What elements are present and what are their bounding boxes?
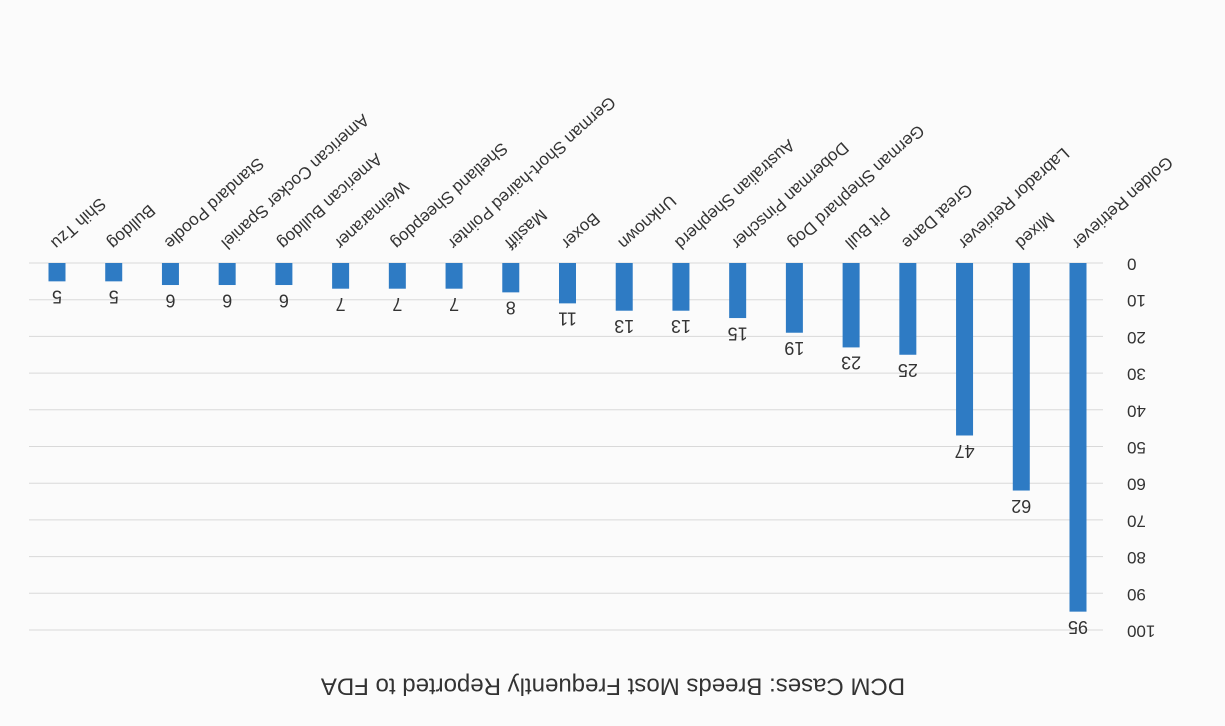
data-label: 7 [449,294,459,314]
data-label: 8 [506,298,516,318]
data-label: 62 [1011,496,1031,516]
bar [502,263,520,293]
bar [48,263,66,282]
bar [1069,263,1087,612]
data-label: 23 [841,353,861,373]
y-tick-label: 10 [1127,291,1146,310]
data-label: 7 [336,294,346,314]
data-label: 13 [614,316,634,336]
data-label: 6 [165,290,175,310]
y-tick-label: 30 [1127,365,1146,384]
data-label: 15 [728,323,748,343]
y-tick-label: 90 [1127,585,1146,604]
data-label: 5 [52,287,62,307]
data-label: 7 [392,294,402,314]
bar [105,263,123,282]
bar [729,263,747,319]
bar [445,263,463,289]
y-tick-label: 60 [1127,475,1146,494]
data-label: 11 [558,309,577,329]
bar [1012,263,1030,491]
bar [785,263,803,333]
bar [388,263,406,289]
y-tick-label: 40 [1127,401,1146,420]
bar [218,263,236,286]
bar [559,263,576,304]
chart-title: DCM Cases: Breeds Most Frequently Report… [321,673,905,700]
data-label: 5 [109,287,119,307]
data-label: 6 [222,290,232,310]
data-label: 25 [898,360,918,380]
data-label: 13 [671,316,691,336]
y-tick-label: 80 [1127,548,1146,567]
y-tick-label: 0 [1127,255,1136,274]
data-label: 6 [279,290,289,310]
y-tick-label: 70 [1127,511,1146,530]
data-label: 47 [955,441,975,461]
bar [275,263,293,286]
data-label: 19 [784,338,804,358]
y-tick-label: 20 [1127,328,1146,347]
bar [956,263,974,436]
bar [842,263,860,348]
y-tick-label: 100 [1127,622,1155,641]
bar [332,263,350,289]
bar [615,263,633,311]
data-label: 95 [1068,617,1088,637]
y-tick-label: 50 [1127,438,1146,457]
bar [672,263,690,311]
bar [161,263,179,286]
bar [899,263,917,355]
